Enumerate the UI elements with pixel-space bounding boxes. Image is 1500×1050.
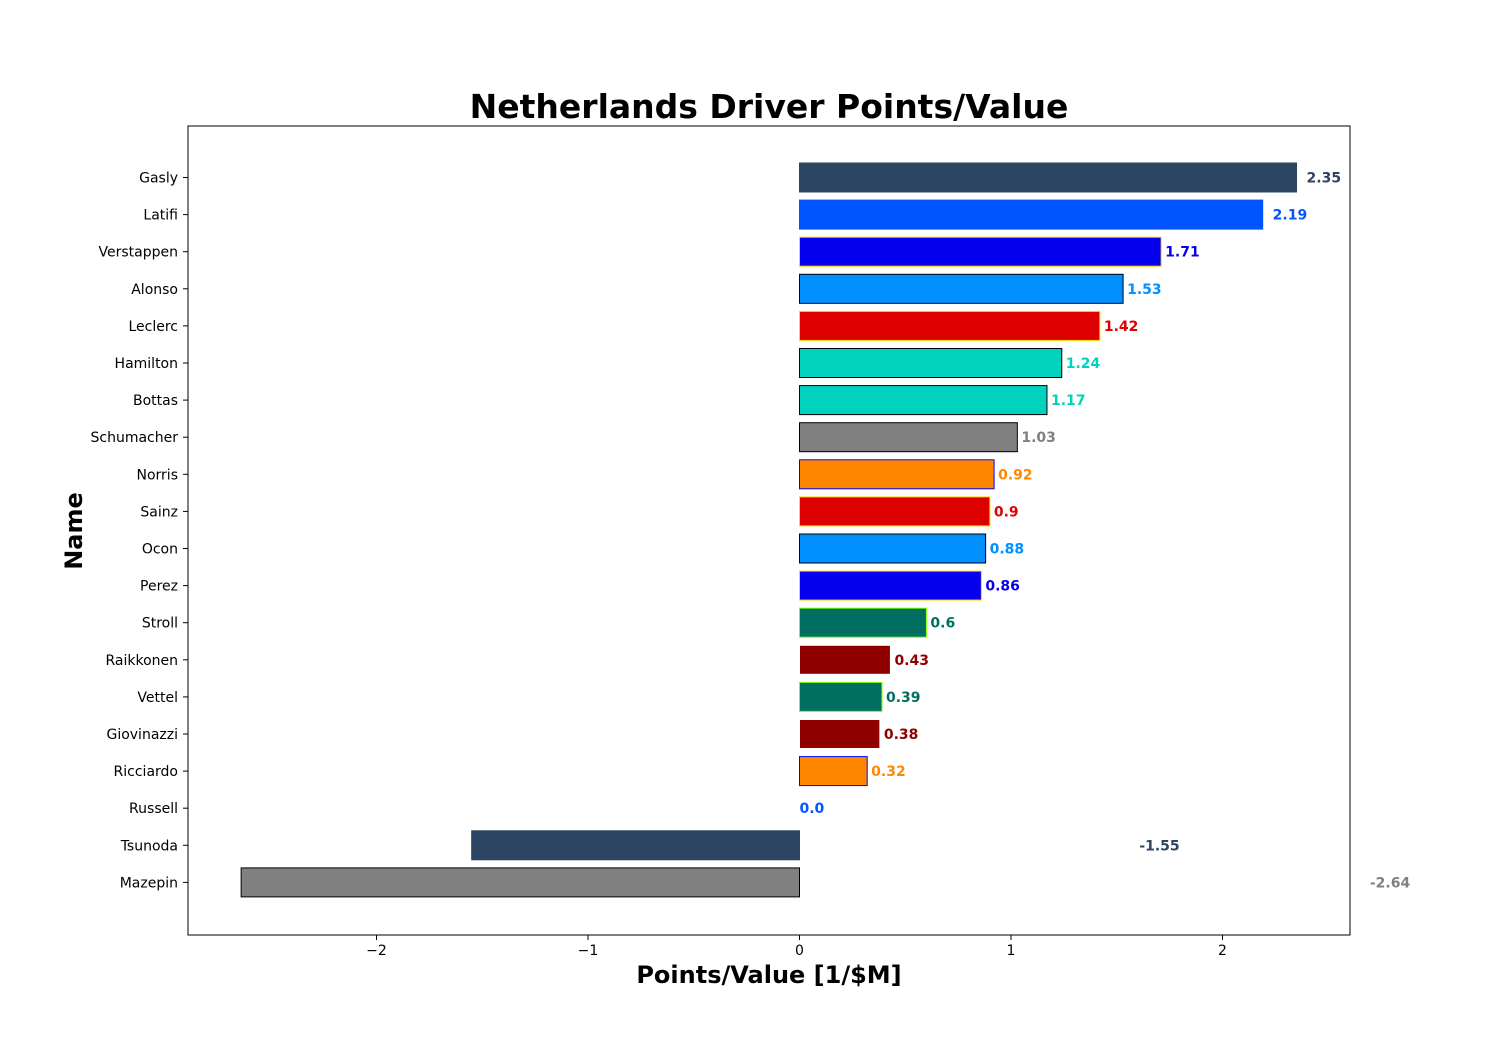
y-tick-label: Sainz [140,504,178,520]
y-tick-label: Bottas [133,393,178,409]
x-tick-label: 0 [795,943,804,959]
y-tick-label: Schumacher [91,430,179,446]
y-tick-label: Perez [140,579,178,595]
y-tick-label: Gasly [139,171,178,187]
y-tick-label: Leclerc [128,319,178,335]
value-label-perez: 0.86 [985,579,1020,595]
bar-schumacher [799,422,1018,453]
bar-gasly [799,162,1298,193]
chart-title: Netherlands Driver Points/Value [470,87,1069,126]
bar-ricciardo [799,756,868,787]
value-label-leclerc: 1.42 [1104,319,1139,335]
y-tick-label: Vettel [137,690,178,706]
x-tick-label: 1 [1007,943,1016,959]
y-axis: Gasly Latifi Verstappen Alonso Leclerc Hamilt… [91,171,188,891]
y-tick-label: Latifi [143,208,178,224]
value-label-tsunoda: -1.55 [1139,838,1179,854]
bar-sainz [799,496,991,527]
value-label-ocon: 0.88 [990,542,1025,558]
bar-raikkonen [799,644,891,675]
value-label-ricciardo: 0.32 [871,764,906,780]
y-axis-label: Name [60,492,88,570]
value-label-hamilton: 1.24 [1066,356,1101,372]
x-tick-label: −2 [366,943,387,959]
bar-vettel [799,681,883,712]
value-label-bottas: 1.17 [1051,393,1086,409]
bar-norris [799,459,995,490]
value-label-verstappen: 1.71 [1165,245,1200,261]
x-axis: −2 −1 0 1 2 [366,935,1227,959]
value-label-sainz: 0.9 [994,504,1019,520]
value-label-vettel: 0.39 [886,690,921,706]
bar-giovinazzi [799,719,881,749]
bar-latifi [799,199,1264,230]
bar-mazepin [240,867,800,898]
y-tick-label: Alonso [131,282,178,298]
value-label-russell: 0.0 [800,801,825,817]
bar-bottas [799,385,1048,416]
y-tick-label: Tsunoda [120,838,178,854]
x-tick-label: −1 [578,943,599,959]
value-label-gasly: 2.35 [1307,171,1342,187]
value-labels: 2.35 2.19 1.71 1.53 1.42 1.24 1.17 1.03 0.92 0.9 0… [800,171,1411,892]
value-label-mazepin: -2.64 [1370,875,1411,891]
y-tick-label: Hamilton [115,356,178,372]
y-tick-label: Norris [137,467,179,483]
bar-ocon [799,533,987,564]
bar-verstappen [799,236,1162,267]
plot-frame [187,125,1351,936]
y-tick-label: Stroll [142,616,178,632]
value-label-raikkonen: 0.43 [894,653,929,669]
value-label-latifi: 2.19 [1273,208,1308,224]
y-tick-label: Giovinazzi [106,727,178,743]
bar-perez [799,570,982,601]
value-label-alonso: 1.53 [1127,282,1162,298]
y-tick-label: Ocon [142,542,178,558]
bars-layer [240,162,1298,898]
bar-hamilton [799,348,1063,378]
y-tick-label: Ricciardo [114,764,178,780]
value-label-norris: 0.92 [998,467,1033,483]
y-tick-label: Raikkonen [105,653,178,669]
y-tick-label: Verstappen [99,245,178,261]
bar-tsunoda [471,830,800,861]
x-tick-label: 2 [1218,943,1227,959]
value-label-stroll: 0.6 [930,616,955,632]
bar-leclerc [799,310,1101,341]
x-axis-label: Points/Value [1/$M] [636,961,901,989]
value-label-schumacher: 1.03 [1021,430,1056,446]
bar-stroll [799,607,927,638]
y-tick-label: Mazepin [120,875,178,891]
bar-alonso [799,273,1124,304]
y-tick-label: Russell [129,801,178,817]
value-label-giovinazzi: 0.38 [884,727,919,743]
